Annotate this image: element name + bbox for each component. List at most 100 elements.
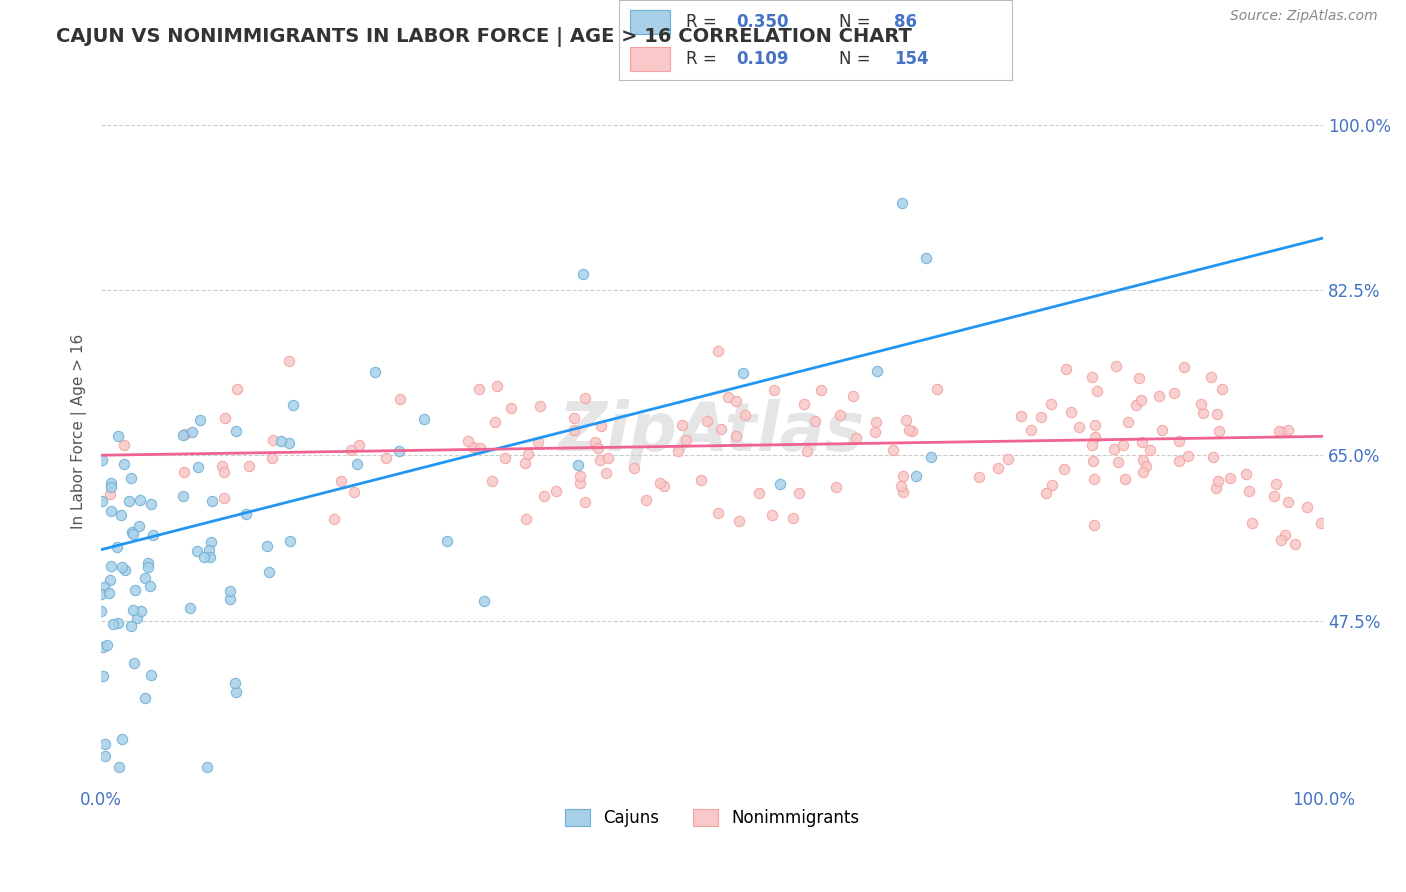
Nonimmigrants (529, 399, 551, 413)
Cajuns (904, 468, 927, 483)
Nonimmigrants (696, 414, 718, 428)
Text: ZipAtlas: ZipAtlas (560, 399, 865, 465)
Nonimmigrants (1168, 434, 1191, 449)
Nonimmigrants (845, 431, 868, 445)
Cajuns (128, 519, 150, 533)
Nonimmigrants (666, 443, 689, 458)
Nonimmigrants (1102, 442, 1125, 456)
Cajuns (259, 565, 281, 579)
Nonimmigrants (1085, 384, 1108, 398)
Nonimmigrants (1084, 430, 1107, 444)
Cajuns (201, 494, 224, 508)
Cajuns (769, 477, 792, 491)
Nonimmigrants (1132, 452, 1154, 467)
Nonimmigrants (1130, 435, 1153, 450)
Cajuns (128, 492, 150, 507)
Cajuns (91, 453, 114, 467)
Y-axis label: In Labor Force | Age > 16: In Labor Force | Age > 16 (72, 334, 87, 529)
Cajuns (127, 611, 149, 625)
Nonimmigrants (717, 390, 740, 404)
Cajuns (363, 366, 385, 380)
Nonimmigrants (634, 493, 657, 508)
Cajuns (472, 594, 495, 608)
Nonimmigrants (997, 451, 1019, 466)
Nonimmigrants (967, 470, 990, 484)
Nonimmigrants (349, 438, 371, 452)
Nonimmigrants (1163, 386, 1185, 401)
Nonimmigrants (262, 450, 284, 465)
Cajuns (110, 508, 132, 523)
Nonimmigrants (894, 412, 917, 426)
Nonimmigrants (893, 469, 915, 483)
Nonimmigrants (882, 442, 904, 457)
Cajuns (572, 267, 595, 281)
Nonimmigrants (890, 479, 912, 493)
Cajuns (224, 676, 246, 690)
Cajuns (179, 600, 201, 615)
Nonimmigrants (323, 512, 346, 526)
Nonimmigrants (897, 423, 920, 437)
Nonimmigrants (1189, 397, 1212, 411)
Cajuns (107, 615, 129, 630)
Nonimmigrants (516, 446, 538, 460)
Nonimmigrants (278, 353, 301, 368)
Nonimmigrants (586, 442, 609, 456)
Nonimmigrants (1219, 471, 1241, 485)
Nonimmigrants (1168, 453, 1191, 467)
Nonimmigrants (463, 440, 485, 454)
Nonimmigrants (796, 444, 818, 458)
Cajuns (121, 525, 143, 540)
Nonimmigrants (569, 468, 592, 483)
Nonimmigrants (1192, 406, 1215, 420)
Nonimmigrants (648, 476, 671, 491)
Nonimmigrants (1139, 442, 1161, 457)
Nonimmigrants (562, 410, 585, 425)
Nonimmigrants (98, 487, 121, 501)
Nonimmigrants (706, 506, 728, 520)
Cajuns (111, 732, 134, 747)
Nonimmigrants (1116, 415, 1139, 429)
Nonimmigrants (841, 389, 863, 403)
Cajuns (93, 580, 115, 594)
Cajuns (118, 493, 141, 508)
Nonimmigrants (1202, 450, 1225, 464)
Cajuns (195, 760, 218, 774)
Nonimmigrants (787, 486, 810, 500)
Cajuns (105, 540, 128, 554)
Cajuns (94, 749, 117, 764)
Nonimmigrants (900, 425, 922, 439)
Text: R =: R = (686, 13, 721, 31)
Cajuns (100, 559, 122, 574)
Nonimmigrants (865, 415, 887, 429)
Cajuns (100, 476, 122, 491)
Nonimmigrants (1264, 476, 1286, 491)
Cajuns (96, 638, 118, 652)
Cajuns (134, 691, 156, 706)
Nonimmigrants (112, 438, 135, 452)
Cajuns (225, 684, 247, 698)
Nonimmigrants (725, 394, 748, 409)
Cajuns (108, 760, 131, 774)
Cajuns (188, 413, 211, 427)
Nonimmigrants (1035, 486, 1057, 500)
Cajuns (890, 195, 912, 210)
Nonimmigrants (1083, 472, 1105, 486)
Cajuns (219, 591, 242, 606)
Cajuns (100, 504, 122, 518)
Cajuns (111, 559, 134, 574)
Nonimmigrants (863, 425, 886, 439)
Nonimmigrants (389, 392, 412, 406)
Cajuns (90, 587, 112, 601)
Cajuns (235, 508, 257, 522)
Nonimmigrants (583, 434, 606, 449)
Nonimmigrants (212, 466, 235, 480)
Text: 0.350: 0.350 (737, 13, 789, 31)
Text: N =: N = (839, 13, 876, 31)
Cajuns (138, 560, 160, 574)
Cajuns (388, 444, 411, 458)
Nonimmigrants (546, 483, 568, 498)
Cajuns (866, 364, 889, 378)
Nonimmigrants (1053, 461, 1076, 475)
Nonimmigrants (262, 433, 284, 447)
Nonimmigrants (761, 508, 783, 523)
